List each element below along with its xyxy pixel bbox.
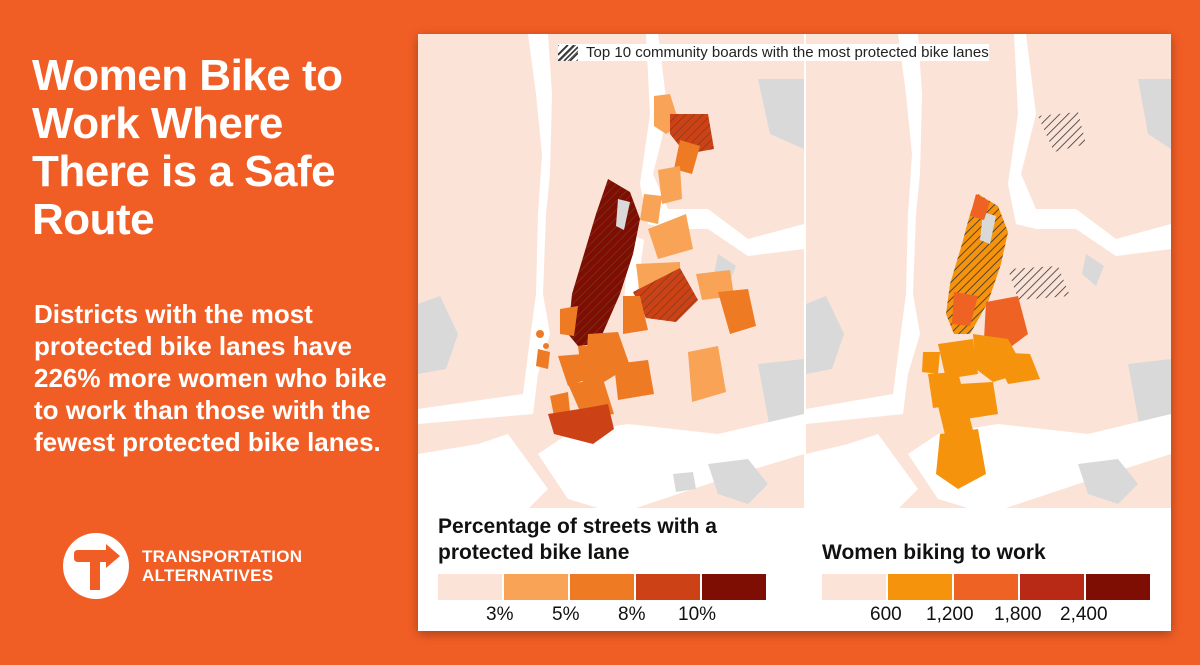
right-water <box>1008 34 1171 256</box>
district <box>718 289 756 334</box>
district <box>993 352 1040 384</box>
legend-tick: 1,800 <box>994 604 1042 625</box>
legend-swatch <box>822 574 886 600</box>
hatch-swatch-icon <box>558 44 578 61</box>
legend-tick: 5% <box>552 604 580 625</box>
left-legend-swatches <box>438 574 768 600</box>
legend-tick: 2,400 <box>1060 604 1108 625</box>
map-separator <box>804 34 806 631</box>
district <box>922 352 940 374</box>
legend-swatch <box>570 574 634 600</box>
ta-logo-icon <box>63 533 129 599</box>
top10-hatch <box>1008 266 1070 300</box>
left-grey-area <box>616 199 630 230</box>
left-water <box>538 414 804 514</box>
district <box>658 166 682 204</box>
district <box>560 306 578 336</box>
district <box>958 382 998 419</box>
right-grey-area <box>1138 79 1171 149</box>
right-grey-area <box>806 296 844 374</box>
district <box>543 343 549 349</box>
legend-tick: 3% <box>486 604 514 625</box>
left-water <box>418 34 552 424</box>
left-grey-area <box>758 79 804 149</box>
district <box>548 404 614 444</box>
legend-swatch <box>1086 574 1150 600</box>
top-legend: Top 10 community boards with the most pr… <box>558 44 989 61</box>
district <box>640 194 662 224</box>
right-grey-area <box>1078 459 1138 504</box>
right-grey-area <box>1128 359 1171 429</box>
legend-swatch <box>1020 574 1084 600</box>
legend-tick: 600 <box>870 604 902 625</box>
legend-tick: 10% <box>678 604 717 625</box>
right-water <box>806 34 922 424</box>
district <box>558 354 588 386</box>
legend-tick: 1,200 <box>926 604 974 625</box>
body-text: Districts with the most protected bike l… <box>34 299 387 457</box>
right-legend: Women biking to work 600 1,200 1,800 2,4… <box>806 508 1171 631</box>
legend-tick: 8% <box>618 604 646 625</box>
district <box>648 214 693 259</box>
district <box>984 296 1028 349</box>
left-legend-title: Percentage of streets with a protected b… <box>438 515 717 564</box>
district <box>536 330 544 338</box>
legend-swatch <box>438 574 502 600</box>
district <box>550 392 570 416</box>
legend-swatch <box>954 574 1018 600</box>
map-card: Top 10 community boards with the most pr… <box>418 34 1171 631</box>
district <box>688 346 726 402</box>
left-grey-area <box>673 472 696 492</box>
top-legend-label: Top 10 community boards with the most pr… <box>586 44 989 61</box>
headline: Women Bike to Work Where There is a Safe… <box>32 51 343 244</box>
top10-hatch <box>1038 112 1086 152</box>
right-legend-swatches <box>822 574 1152 600</box>
district-hatch <box>633 268 698 322</box>
legend-swatch <box>636 574 700 600</box>
district <box>928 372 966 408</box>
legend-swatch <box>504 574 568 600</box>
district <box>536 349 550 369</box>
ta-logo[interactable]: TRANSPORTATION ALTERNATIVES <box>62 532 302 600</box>
legend-swatch <box>888 574 952 600</box>
ta-logo-text: TRANSPORTATION ALTERNATIVES <box>142 547 302 585</box>
legend-swatch <box>702 574 766 600</box>
right-grey-area <box>1082 254 1104 286</box>
logo-line-1: TRANSPORTATION <box>142 547 303 566</box>
district <box>674 140 700 174</box>
right-legend-title: Women biking to work <box>822 541 1046 564</box>
district <box>938 404 974 439</box>
right-water <box>806 434 918 519</box>
district <box>936 429 986 489</box>
district <box>614 360 654 400</box>
district <box>938 339 978 379</box>
left-grey-area <box>418 296 458 374</box>
left-water <box>418 434 548 519</box>
left-legend: Percentage of streets with a protected b… <box>418 508 804 631</box>
district <box>623 296 648 334</box>
left-grey-area <box>708 459 768 504</box>
district <box>970 194 990 220</box>
logo-line-2: ALTERNATIVES <box>142 566 274 585</box>
district <box>952 292 978 326</box>
left-grey-area <box>758 359 804 429</box>
